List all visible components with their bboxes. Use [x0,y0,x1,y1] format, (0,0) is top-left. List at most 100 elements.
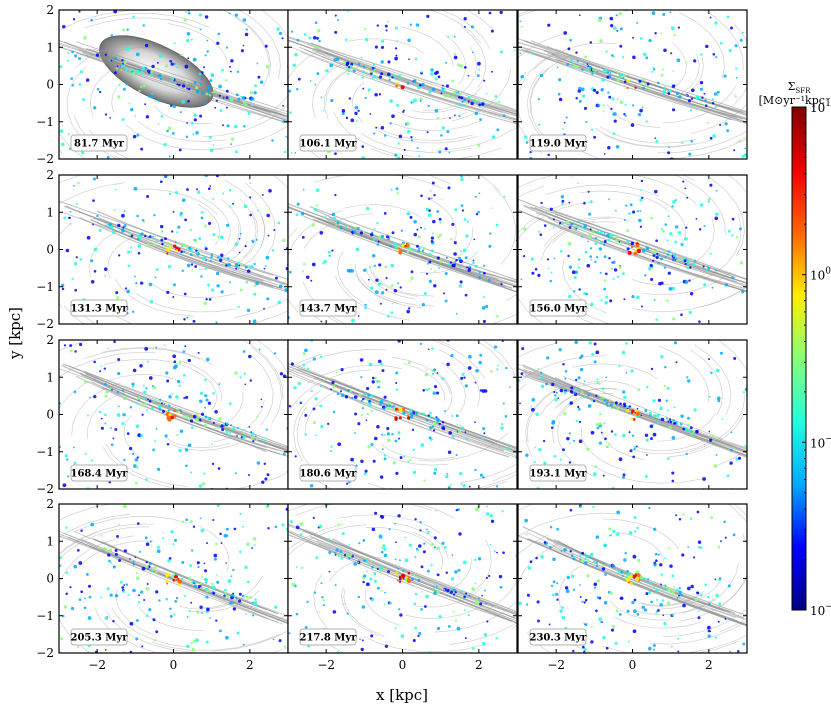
gas-streamer [258,94,288,121]
sf-clump [302,352,306,356]
sf-clump [266,614,269,617]
sf-clump [299,522,304,526]
sf-clump [605,445,609,449]
sf-clump [579,505,583,508]
sf-clump [351,396,354,400]
sf-clump [481,102,485,106]
sf-clump [457,429,462,434]
sf-clump [253,262,256,266]
sf-clump [570,390,574,394]
sf-clump [56,249,58,251]
sf-clump [153,440,156,443]
gas-streamer [198,240,248,270]
sf-clump [213,89,217,93]
sf-clump [170,62,174,66]
nuclear-sf-clump [173,414,177,418]
sf-clump [695,429,699,434]
sf-clump [463,595,466,599]
gas-streamer [425,196,457,243]
sf-clump [264,477,268,481]
y-tick-label: 2 [46,3,54,17]
sf-clump [93,247,98,252]
sf-clump [242,350,246,353]
sf-clump [703,104,706,107]
sf-clump [384,644,389,648]
sf-clump [408,459,412,462]
sf-clump [437,267,441,270]
gas-streamer [559,388,622,406]
sf-clump [687,379,691,383]
sf-clump [195,413,198,416]
gas-streamer [518,185,545,198]
time-label-box [529,299,587,317]
sf-clump [165,371,169,375]
sf-clump [591,231,595,234]
sf-clump [117,405,120,408]
sf-clump [20,572,22,574]
sf-clump [226,223,230,227]
sf-clump [133,186,138,191]
sf-clump [261,166,264,169]
sf-clump [434,108,439,113]
sf-clump [465,94,468,96]
sf-clump [586,574,590,578]
sf-clump [216,580,220,584]
sf-clump [165,64,169,68]
sf-clump [125,583,129,586]
sf-clump [86,235,91,240]
sf-clump [121,59,124,62]
sf-clump [681,500,683,502]
sf-clump [686,266,690,270]
sf-clump [339,550,343,554]
sf-clump [365,329,367,331]
sf-clump [123,210,126,213]
sf-clump [201,612,203,614]
sf-clump [611,97,615,101]
sf-clump [688,152,692,156]
sf-clump [657,254,660,257]
panel-gas-map [288,504,517,653]
sf-clump [682,603,686,608]
sf-clump [383,454,387,457]
sf-clump [152,618,156,622]
sf-clump [490,519,495,523]
sf-clump [611,267,614,270]
nuclear-sf-clump [634,409,638,413]
x-tick-label: −2 [88,658,106,672]
sf-clump [126,289,131,294]
sf-clump [599,397,602,400]
sf-clump [114,552,118,556]
sf-clump [377,282,382,286]
sf-clump [329,63,334,68]
sf-clump [368,403,372,407]
sf-clump [271,139,274,142]
sf-clump [423,479,426,482]
sf-clump [698,108,702,111]
gas-streamer [343,589,385,637]
sf-clump [669,564,673,568]
sf-clump [29,618,31,620]
sf-clump [616,29,619,32]
sf-clump [392,461,396,465]
sf-clump [455,508,458,512]
sf-clump [651,70,654,73]
gas-streamer [614,616,703,629]
sf-clump [564,377,567,380]
sf-clump [380,45,385,49]
sf-clump [632,554,637,559]
sf-clump [608,257,611,260]
sf-clump [487,278,491,282]
sf-clump [412,448,415,452]
sf-clump [293,386,297,390]
sf-clump [636,495,639,498]
sf-clump [430,236,434,240]
sf-clump [467,268,471,272]
sf-clump [713,92,718,96]
sf-clump [203,255,206,259]
sf-clump [623,404,627,408]
sf-clump [463,26,466,28]
sf-clump [475,212,479,216]
sf-clump [526,593,530,597]
sf-clump [684,427,688,431]
sf-clump [157,99,160,102]
